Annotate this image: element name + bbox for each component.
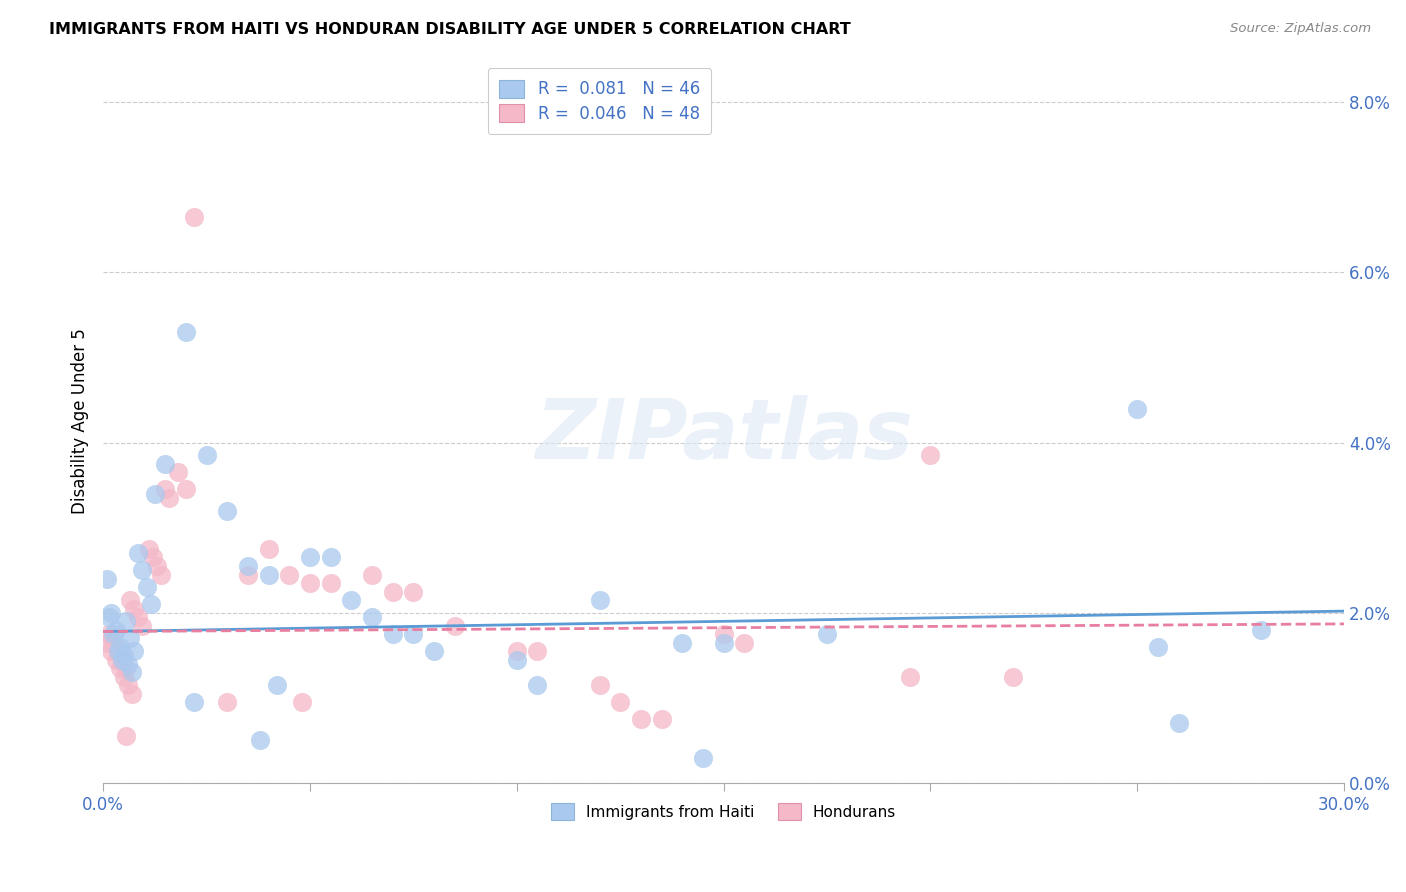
Point: [183, 695, 205, 709]
Point: [257, 567, 280, 582]
Point: [96, 635, 118, 649]
Point: [815, 627, 838, 641]
Point: [115, 661, 138, 675]
Point: [146, 559, 169, 574]
Point: [898, 670, 921, 684]
Point: [713, 627, 735, 641]
Legend: Immigrants from Haiti, Hondurans: Immigrants from Haiti, Hondurans: [546, 797, 903, 826]
Point: [298, 550, 321, 565]
Point: [692, 750, 714, 764]
Point: [1002, 670, 1025, 684]
Point: [195, 448, 218, 462]
Point: [135, 580, 157, 594]
Point: [100, 644, 122, 658]
Point: [733, 635, 755, 649]
Point: [150, 567, 173, 582]
Point: [127, 546, 149, 560]
Point: [920, 448, 942, 462]
Point: [1167, 716, 1189, 731]
Point: [143, 486, 166, 500]
Point: [117, 678, 139, 692]
Point: [107, 644, 129, 658]
Text: ZIPatlas: ZIPatlas: [534, 395, 912, 476]
Point: [361, 567, 384, 582]
Point: [100, 606, 122, 620]
Point: [713, 635, 735, 649]
Point: [381, 584, 404, 599]
Point: [127, 610, 149, 624]
Point: [121, 687, 143, 701]
Point: [402, 627, 425, 641]
Point: [131, 563, 153, 577]
Point: [236, 559, 259, 574]
Point: [266, 678, 288, 692]
Point: [107, 644, 129, 658]
Point: [1126, 401, 1149, 416]
Point: [112, 670, 135, 684]
Point: [278, 567, 301, 582]
Point: [104, 652, 127, 666]
Point: [103, 627, 125, 641]
Point: [236, 567, 259, 582]
Point: [506, 644, 529, 658]
Point: [131, 618, 153, 632]
Point: [139, 597, 162, 611]
Point: [588, 678, 610, 692]
Point: [423, 644, 446, 658]
Point: [112, 648, 135, 663]
Point: [115, 729, 138, 743]
Text: IMMIGRANTS FROM HAITI VS HONDURAN DISABILITY AGE UNDER 5 CORRELATION CHART: IMMIGRANTS FROM HAITI VS HONDURAN DISABI…: [49, 22, 851, 37]
Point: [111, 652, 134, 666]
Point: [157, 491, 180, 505]
Point: [104, 623, 127, 637]
Point: [111, 652, 134, 666]
Point: [122, 644, 145, 658]
Point: [217, 695, 239, 709]
Point: [98, 610, 121, 624]
Point: [319, 550, 342, 565]
Point: [122, 601, 145, 615]
Point: [183, 210, 205, 224]
Point: [402, 584, 425, 599]
Point: [671, 635, 693, 649]
Point: [249, 733, 271, 747]
Point: [217, 504, 239, 518]
Point: [443, 618, 465, 632]
Point: [103, 635, 125, 649]
Point: [319, 576, 342, 591]
Point: [526, 678, 548, 692]
Text: Source: ZipAtlas.com: Source: ZipAtlas.com: [1230, 22, 1371, 36]
Y-axis label: Disability Age Under 5: Disability Age Under 5: [72, 328, 89, 515]
Point: [506, 652, 529, 666]
Point: [361, 610, 384, 624]
Point: [588, 593, 610, 607]
Point: [108, 661, 131, 675]
Point: [381, 627, 404, 641]
Point: [138, 541, 160, 556]
Point: [1147, 640, 1170, 654]
Point: [117, 657, 139, 671]
Point: [108, 640, 131, 654]
Point: [526, 644, 548, 658]
Point: [1250, 623, 1272, 637]
Point: [166, 466, 188, 480]
Point: [257, 541, 280, 556]
Point: [142, 550, 165, 565]
Point: [121, 665, 143, 680]
Point: [651, 712, 673, 726]
Point: [115, 615, 138, 629]
Point: [118, 593, 141, 607]
Point: [298, 576, 321, 591]
Point: [291, 695, 314, 709]
Point: [96, 572, 118, 586]
Point: [98, 627, 121, 641]
Point: [153, 457, 176, 471]
Point: [118, 632, 141, 646]
Point: [609, 695, 631, 709]
Point: [174, 325, 197, 339]
Point: [630, 712, 652, 726]
Point: [174, 483, 197, 497]
Point: [153, 483, 176, 497]
Point: [340, 593, 363, 607]
